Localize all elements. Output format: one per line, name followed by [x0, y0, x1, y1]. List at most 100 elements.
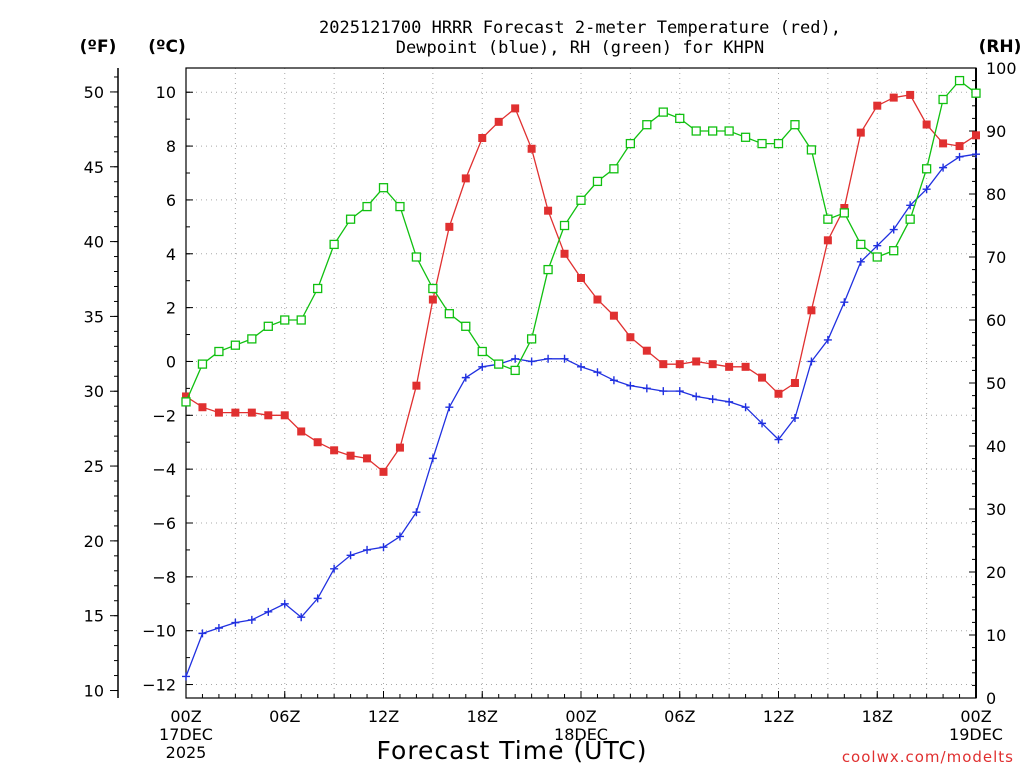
dewpoint-point	[264, 607, 273, 616]
x-tick-label: 17DEC	[159, 725, 213, 744]
temperature-point	[626, 333, 635, 342]
rh-point	[395, 201, 405, 212]
temperature-point	[790, 379, 799, 387]
dewpoint-point	[363, 545, 372, 554]
temperature-point	[840, 204, 849, 212]
rh-point	[938, 94, 948, 105]
rh-point	[428, 283, 438, 294]
rh-point	[806, 145, 817, 155]
dewpoint-point	[626, 381, 635, 390]
celsius-tick-label: 8	[166, 137, 176, 156]
temperature-point	[313, 438, 322, 447]
rh-point	[263, 321, 273, 331]
rh-point	[642, 120, 652, 130]
dewpoint-point	[544, 354, 553, 363]
rh-point	[444, 309, 454, 319]
rh-point	[773, 138, 784, 149]
temperature-point	[346, 451, 355, 460]
temperature-point	[856, 128, 865, 137]
temperature-point	[939, 139, 948, 148]
temperature-point	[264, 411, 273, 420]
fahrenheit-tick-label: 30	[84, 382, 104, 401]
rh-point	[905, 214, 915, 224]
rh-point	[230, 340, 241, 350]
dewpoint-point	[577, 362, 585, 371]
rh-point	[526, 334, 537, 344]
celsius-tick-label: 6	[166, 191, 176, 210]
rh-point	[280, 315, 290, 325]
rh-tick-label: 60	[986, 311, 1006, 330]
dewpoint-point	[247, 615, 256, 624]
rh-point	[329, 239, 339, 250]
rh-point	[197, 359, 208, 369]
temperature-point	[280, 411, 289, 420]
rh-point	[971, 88, 981, 98]
celsius-unit-label: (ºC)	[148, 37, 186, 57]
rh-series	[181, 75, 981, 407]
dewpoint-point	[889, 225, 898, 234]
celsius-tick-label: 2	[166, 299, 176, 318]
x-tick-label: 18DEC	[554, 725, 608, 744]
dewpoint-series	[182, 150, 980, 681]
dewpoint-point	[659, 387, 668, 396]
temperature-point	[823, 236, 832, 245]
x-tick-label: 00Z	[960, 707, 991, 726]
rh-point	[313, 283, 323, 294]
dewpoint-point	[297, 613, 306, 622]
dewpoint-point	[692, 392, 701, 401]
temperature-point	[593, 295, 602, 304]
temperature-point	[725, 362, 734, 371]
rh-tick-label: 70	[986, 248, 1006, 267]
celsius-tick-label: −2	[152, 406, 176, 425]
dewpoint-point	[461, 373, 470, 382]
temperature-point	[330, 446, 339, 455]
dewpoint-point	[198, 629, 207, 638]
rh-point	[461, 321, 471, 331]
rh-point	[740, 132, 751, 142]
dewpoint-point	[330, 564, 339, 573]
dewpoint-point	[395, 532, 404, 541]
temperature-point	[247, 408, 256, 417]
rh-point	[889, 246, 899, 256]
temperature-point	[412, 381, 421, 390]
temperature-point	[922, 120, 931, 129]
dewpoint-point	[922, 185, 931, 194]
dewpoint-point	[231, 618, 240, 627]
fahrenheit-tick-label: 25	[84, 457, 104, 476]
celsius-tick-label: 0	[166, 352, 176, 371]
temperature-point	[577, 274, 585, 282]
rh-point	[757, 138, 767, 149]
rh-point	[345, 214, 356, 224]
rh-point	[724, 126, 734, 136]
temperature-point	[511, 104, 520, 113]
temperature-point	[675, 360, 684, 369]
credit-text: coolwx.com/modelts	[842, 748, 1014, 766]
temperature-point	[379, 467, 388, 476]
temperature-point	[182, 392, 190, 401]
celsius-tick-label: 10	[156, 83, 176, 102]
rh-tick-label: 40	[986, 437, 1006, 456]
x-tick-label: 00Z	[170, 707, 201, 726]
temperature-point	[609, 311, 618, 320]
chart-title-line-2: Dewpoint (blue), RH (green) for KHPN	[396, 38, 764, 58]
dewpoint-point	[939, 163, 948, 172]
rh-point	[691, 126, 701, 136]
dewpoint-point	[214, 624, 223, 632]
temperature-point	[231, 408, 240, 417]
rh-point	[559, 220, 570, 231]
temperature-point	[461, 174, 470, 183]
temperature-point	[478, 134, 487, 142]
rh-tick-label: 20	[986, 563, 1006, 582]
rh-point	[296, 315, 306, 325]
dewpoint-point	[379, 543, 388, 552]
fahrenheit-unit-label: (ºF)	[80, 37, 117, 57]
rh-tick-label: 30	[986, 500, 1006, 519]
x-tick-label: 12Z	[763, 707, 794, 726]
celsius-tick-label: −4	[152, 460, 176, 479]
x-tick-label: 18Z	[862, 707, 893, 726]
rh-point	[181, 397, 191, 407]
temperature-point	[659, 360, 668, 369]
dewpoint-point	[609, 376, 618, 385]
rh-point	[609, 164, 619, 174]
dewpoint-point	[955, 152, 964, 161]
